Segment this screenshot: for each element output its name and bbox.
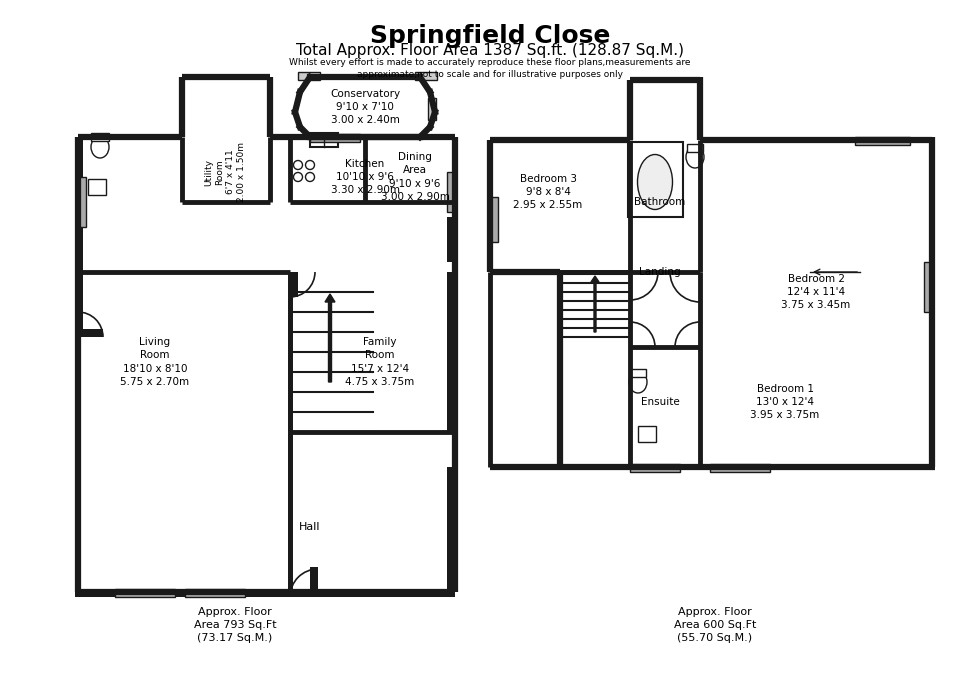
Bar bbox=[91, 133, 109, 141]
Bar bbox=[78, 329, 103, 337]
Bar bbox=[78, 177, 86, 227]
Bar bbox=[75, 589, 450, 597]
Bar bbox=[638, 426, 656, 442]
Text: Living
Room
18'10 x 8'10
5.75 x 2.70m: Living Room 18'10 x 8'10 5.75 x 2.70m bbox=[121, 337, 189, 387]
Ellipse shape bbox=[638, 154, 672, 210]
Text: Utility
Room
6'7 x 4'11
2.00 x 1.50m: Utility Room 6'7 x 4'11 2.00 x 1.50m bbox=[204, 142, 246, 202]
Bar bbox=[490, 197, 498, 242]
Text: Approx. Floor
Area 793 Sq.Ft
(73.17 Sq.M.): Approx. Floor Area 793 Sq.Ft (73.17 Sq.M… bbox=[194, 607, 276, 644]
Bar bbox=[310, 134, 360, 142]
Bar bbox=[447, 217, 455, 262]
Text: Kitchen
10'10 x 9'6
3.30 x 2.90m: Kitchen 10'10 x 9'6 3.30 x 2.90m bbox=[330, 158, 400, 195]
Text: Hall: Hall bbox=[299, 522, 320, 532]
Bar bbox=[924, 262, 932, 312]
Bar bbox=[628, 142, 683, 217]
Text: Ensuite: Ensuite bbox=[641, 397, 679, 407]
Bar bbox=[88, 179, 106, 195]
Bar bbox=[447, 272, 455, 432]
Bar bbox=[630, 369, 646, 377]
Bar bbox=[185, 589, 245, 597]
Bar bbox=[298, 72, 320, 80]
Bar bbox=[630, 464, 680, 472]
Circle shape bbox=[293, 172, 303, 181]
Bar bbox=[447, 172, 455, 212]
Text: Whilst every effort is made to accurately reproduce these floor plans,measuremen: Whilst every effort is made to accuratel… bbox=[289, 58, 691, 79]
Text: Approx. Floor
Area 600 Sq.Ft
(55.70 Sq.M.): Approx. Floor Area 600 Sq.Ft (55.70 Sq.M… bbox=[674, 607, 757, 644]
Bar bbox=[115, 589, 175, 597]
Text: Total Approx. Floor Area 1387 Sq.ft. (128.87 Sq.M.): Total Approx. Floor Area 1387 Sq.ft. (12… bbox=[296, 43, 684, 58]
Bar bbox=[415, 72, 437, 80]
Ellipse shape bbox=[686, 146, 704, 168]
Text: Bathroom: Bathroom bbox=[634, 197, 686, 207]
Bar bbox=[290, 272, 298, 297]
Text: Bedroom 1
13'0 x 12'4
3.95 x 3.75m: Bedroom 1 13'0 x 12'4 3.95 x 3.75m bbox=[751, 384, 819, 420]
Bar bbox=[428, 98, 436, 120]
Text: Bedroom 3
9'8 x 8'4
2.95 x 2.55m: Bedroom 3 9'8 x 8'4 2.95 x 2.55m bbox=[514, 174, 583, 210]
Text: Dining
Area
9'10 x 9'6
3.00 x 2.90m: Dining Area 9'10 x 9'6 3.00 x 2.90m bbox=[380, 152, 450, 202]
Ellipse shape bbox=[629, 371, 647, 393]
Bar bbox=[855, 137, 910, 145]
Text: Springfield Close: Springfield Close bbox=[369, 24, 611, 48]
Bar bbox=[75, 137, 83, 337]
Bar bbox=[687, 144, 703, 152]
Bar bbox=[310, 567, 318, 597]
Circle shape bbox=[306, 161, 315, 170]
Circle shape bbox=[306, 172, 315, 181]
Ellipse shape bbox=[91, 136, 109, 158]
Circle shape bbox=[293, 161, 303, 170]
Polygon shape bbox=[295, 77, 435, 137]
FancyArrow shape bbox=[591, 276, 599, 332]
Text: Bedroom 2
12'4 x 11'4
3.75 x 3.45m: Bedroom 2 12'4 x 11'4 3.75 x 3.45m bbox=[781, 274, 851, 310]
Text: Landing: Landing bbox=[639, 267, 681, 277]
Text: Conservatory
9'10 x 7'10
3.00 x 2.40m: Conservatory 9'10 x 7'10 3.00 x 2.40m bbox=[330, 89, 400, 125]
Text: Family
Room
15'7 x 12'4
4.75 x 3.75m: Family Room 15'7 x 12'4 4.75 x 3.75m bbox=[345, 337, 415, 387]
Bar bbox=[310, 133, 338, 147]
Bar bbox=[710, 464, 770, 472]
Bar bbox=[447, 467, 455, 597]
FancyArrow shape bbox=[325, 294, 335, 382]
